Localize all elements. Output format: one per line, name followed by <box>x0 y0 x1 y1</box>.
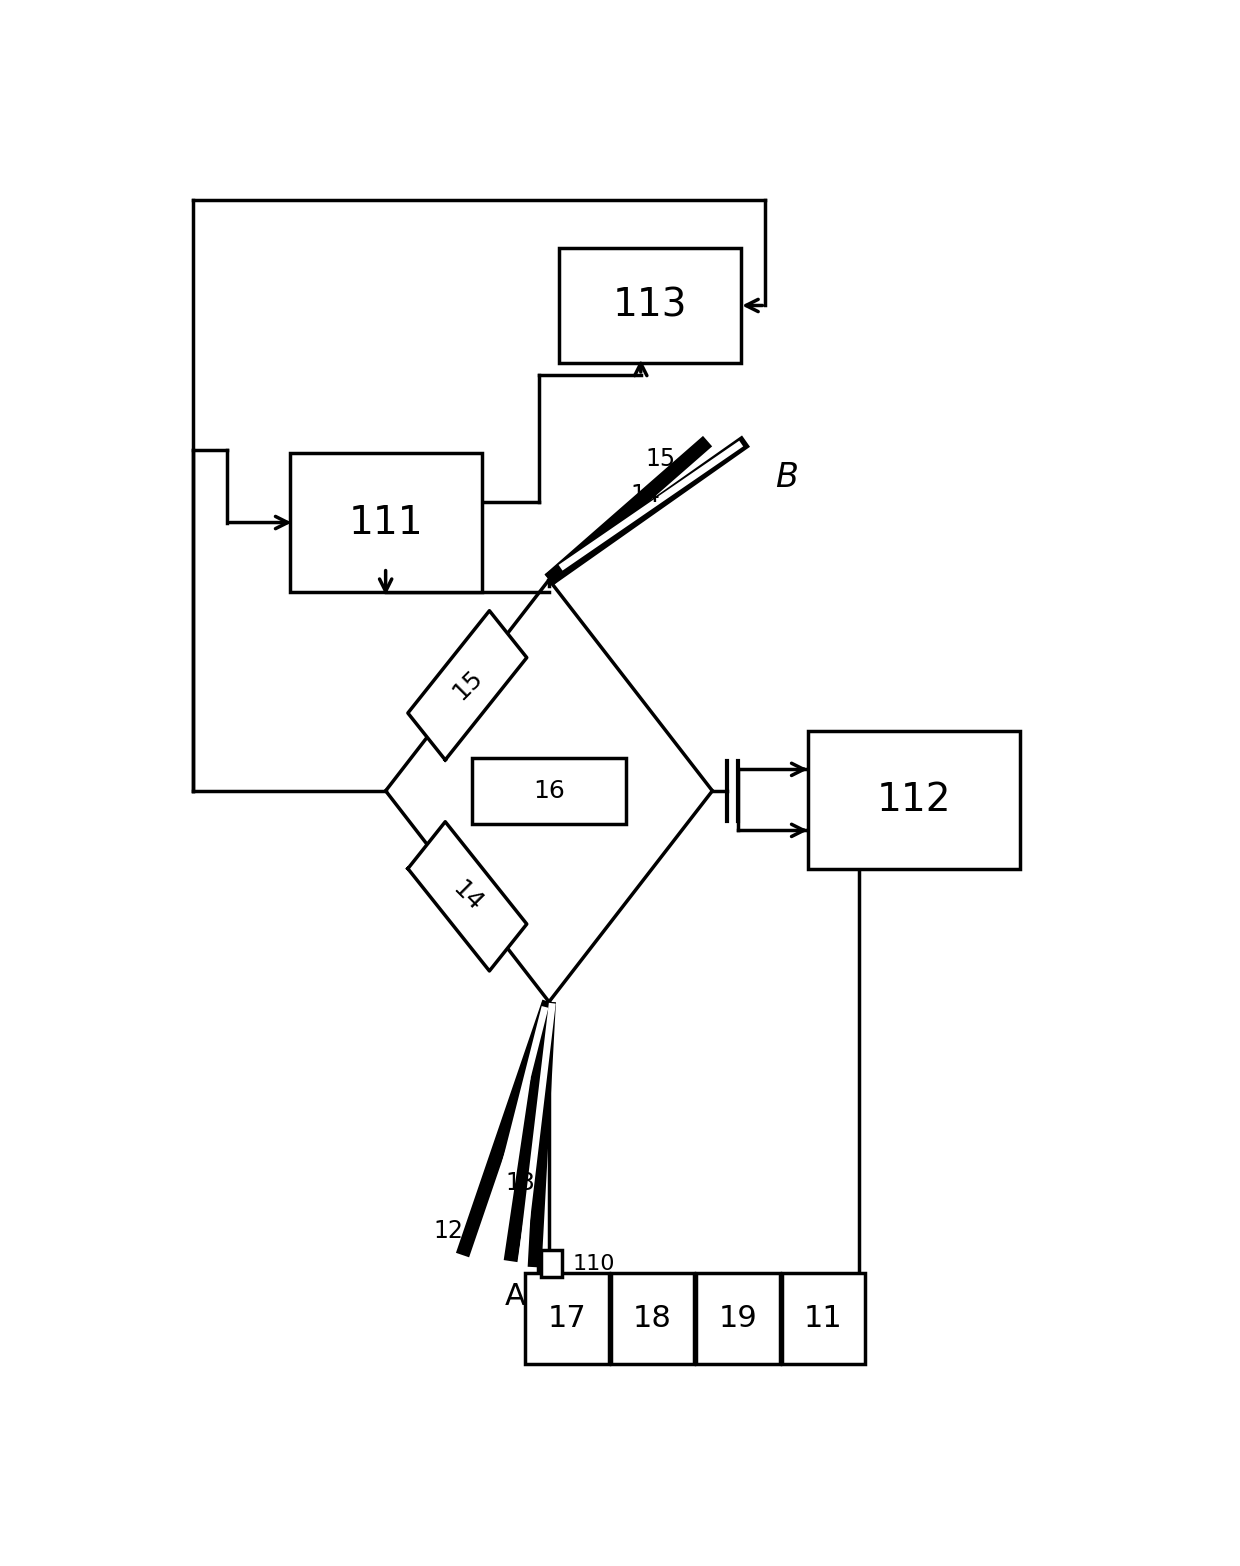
Bar <box>558 249 742 363</box>
Bar <box>525 1273 609 1364</box>
Bar <box>696 1273 780 1364</box>
Text: 14: 14 <box>631 484 661 507</box>
Bar <box>610 1273 694 1364</box>
Text: 12: 12 <box>434 1218 464 1243</box>
Text: 110: 110 <box>572 1253 615 1273</box>
Text: 111: 111 <box>348 504 423 542</box>
Text: 13: 13 <box>506 1171 536 1195</box>
Text: 17: 17 <box>547 1304 587 1333</box>
Bar <box>542 1250 563 1276</box>
Text: 19: 19 <box>718 1304 758 1333</box>
Text: 14: 14 <box>448 877 487 916</box>
Text: 15: 15 <box>645 448 676 471</box>
Text: 112: 112 <box>877 781 951 819</box>
Bar <box>808 730 1019 869</box>
Text: 18: 18 <box>632 1304 672 1333</box>
Bar <box>290 453 481 592</box>
Text: 11: 11 <box>804 1304 843 1333</box>
Polygon shape <box>408 822 527 971</box>
Text: 16: 16 <box>533 778 565 803</box>
Polygon shape <box>408 611 527 760</box>
Text: B: B <box>775 460 797 493</box>
Bar <box>472 758 626 824</box>
Text: 15: 15 <box>448 666 487 705</box>
Text: A: A <box>505 1281 526 1311</box>
Bar <box>781 1273 866 1364</box>
Text: 113: 113 <box>613 287 687 324</box>
